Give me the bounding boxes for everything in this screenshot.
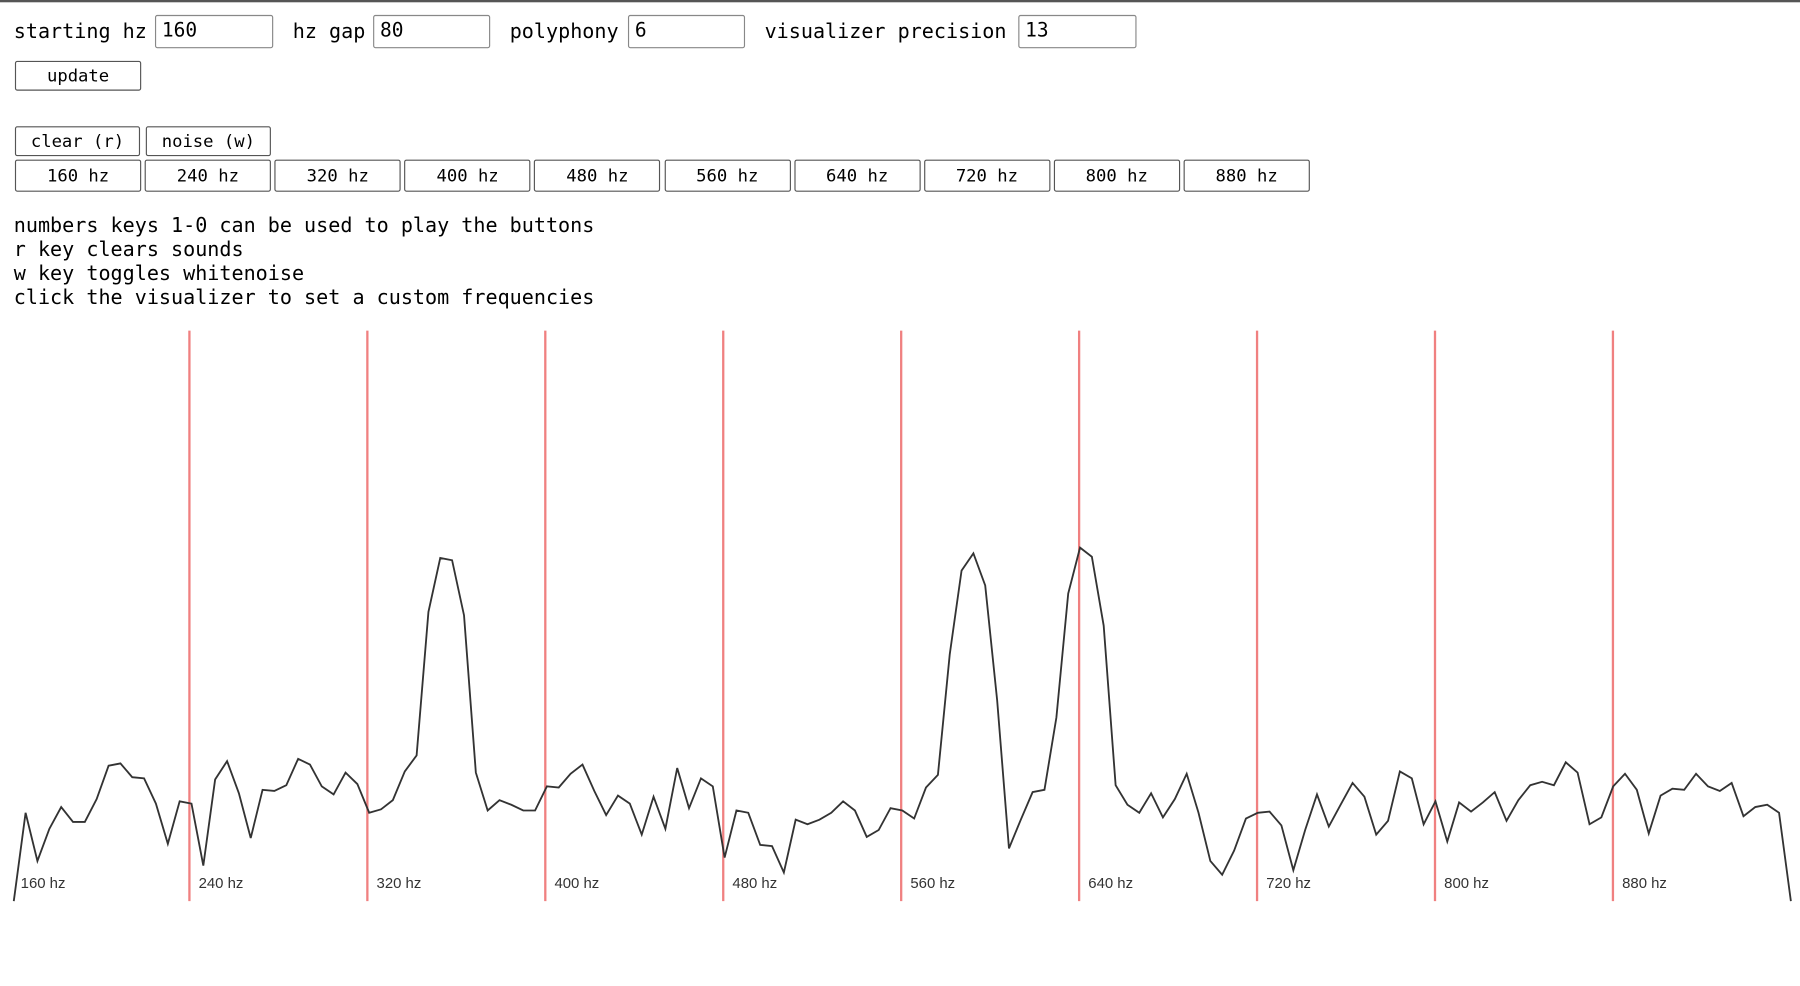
setting-label: starting hz <box>13 20 147 44</box>
frequency-label: 560 hz <box>910 875 955 892</box>
setting-input[interactable]: 13 <box>1018 14 1137 49</box>
tone-button[interactable]: 800 hz <box>1053 159 1180 192</box>
instruction-line: w key toggles whitenoise <box>13 262 305 286</box>
control-button[interactable]: clear (r) <box>14 126 141 157</box>
frequency-label: 480 hz <box>732 875 777 892</box>
tone-button[interactable]: 400 hz <box>404 159 531 192</box>
frequency-label: 320 hz <box>377 875 422 892</box>
visualizer[interactable]: 160 hz 240 hz 320 hz 400 hz 480 hz 560 hz 640 … <box>0 321 1800 918</box>
spectrum-line <box>12 546 1792 902</box>
frequency-label: 400 hz <box>554 875 599 892</box>
top-border <box>0 0 1800 3</box>
frequency-label: 240 hz <box>199 875 244 892</box>
setting-label: hz gap <box>292 20 366 44</box>
frequency-label: 160 hz <box>21 875 66 892</box>
instruction-line: numbers keys 1-0 can be used to play the… <box>13 214 595 238</box>
tone-button[interactable]: 480 hz <box>534 159 661 192</box>
tone-button[interactable]: 640 hz <box>793 159 921 192</box>
update-button[interactable]: update <box>14 60 142 91</box>
instruction-line: click the visualizer to set a custom fre… <box>13 287 595 310</box>
frequency-label: 640 hz <box>1088 875 1133 892</box>
setting-input[interactable]: 80 <box>373 14 491 49</box>
frequency-label: 800 hz <box>1444 875 1489 892</box>
setting-label: visualizer precision <box>764 20 1007 44</box>
setting-input[interactable]: 6 <box>627 14 746 49</box>
tone-button[interactable]: 240 hz <box>144 159 272 192</box>
tone-button[interactable]: 160 hz <box>14 159 142 192</box>
tone-button[interactable]: 880 hz <box>1183 159 1310 192</box>
setting-input[interactable]: 160 <box>154 14 274 49</box>
frequency-label: 720 hz <box>1266 875 1311 892</box>
tone-button[interactable]: 320 hz <box>274 159 401 192</box>
setting-label: polyphony <box>509 20 619 44</box>
tone-button[interactable]: 720 hz <box>923 159 1051 192</box>
frequency-label: 880 hz <box>1622 875 1667 892</box>
tone-button[interactable]: 560 hz <box>664 159 791 192</box>
control-button[interactable]: noise (w) <box>145 126 271 157</box>
instruction-line: r key clears sounds <box>13 238 244 262</box>
